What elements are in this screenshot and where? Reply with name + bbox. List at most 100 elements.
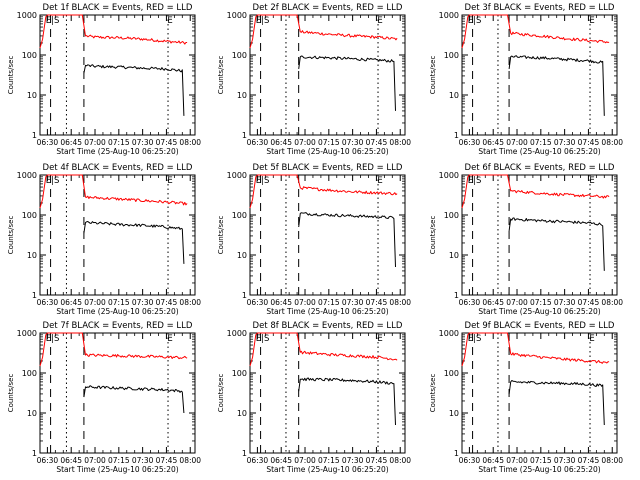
marker-label: E <box>167 16 172 26</box>
plot-frame <box>39 332 196 454</box>
panel-det-7: Det 7f BLACK = Events, RED = LLD Counts/s… <box>7 321 201 474</box>
y-tick-label: 1000 <box>227 171 247 180</box>
x-tick-label: 07:00 <box>506 298 528 307</box>
panel-title: Det 3f BLACK = Events, RED = LLD <box>465 3 615 13</box>
y-tick-label: 10 <box>449 251 459 260</box>
x-tick-label: 08:00 <box>179 138 201 147</box>
x-tick-label: 08:00 <box>601 456 623 465</box>
series-line-events <box>508 380 605 426</box>
x-tick-label: 06:30 <box>247 138 269 147</box>
y-tick-label: 1 <box>32 131 37 140</box>
marker-label: E <box>377 16 382 26</box>
x-tick-label: 07:45 <box>578 456 600 465</box>
series-line-lld <box>249 174 398 209</box>
y-tick-label: 1 <box>242 131 247 140</box>
series-line-events <box>298 55 396 111</box>
x-tick-label: 07:45 <box>578 298 600 307</box>
x-tick-label: 07:00 <box>294 456 316 465</box>
x-tick-label: 08:00 <box>601 138 623 147</box>
x-tick-label: 06:30 <box>37 456 59 465</box>
x-tick-label: 07:30 <box>132 138 154 147</box>
y-axis-label: Counts/sec <box>217 216 225 255</box>
y-tick-label: 100 <box>232 51 247 60</box>
x-tick-label: 07:45 <box>578 138 600 147</box>
plot-frame <box>249 332 406 454</box>
y-tick-label: 1000 <box>439 11 459 20</box>
y-tick-label: 1000 <box>439 329 459 338</box>
plot-frame <box>249 14 406 136</box>
y-tick-label: 100 <box>232 211 247 220</box>
panel-det-9: Det 9f BLACK = Events, RED = LLD Counts/s… <box>429 321 623 474</box>
x-tick-label: 07:00 <box>84 138 106 147</box>
x-axis-label: Start Time (25-Aug-10 06:25:20) <box>56 307 178 316</box>
marker-label: E|S <box>46 16 60 26</box>
y-tick-label: 1 <box>32 291 37 300</box>
y-tick-label: 10 <box>237 409 247 418</box>
x-tick-label: 06:30 <box>247 456 269 465</box>
y-axis-label: Counts/sec <box>7 374 15 413</box>
x-tick-label: 06:30 <box>459 298 481 307</box>
x-tick-label: 06:45 <box>60 138 82 147</box>
marker-label: E|S <box>468 176 482 186</box>
marker-label: E|S <box>256 16 270 26</box>
x-tick-label: 06:30 <box>459 456 481 465</box>
marker-label: E <box>589 334 594 344</box>
panel-det-4: Det 4f BLACK = Events, RED = LLD Counts/s… <box>7 163 201 316</box>
x-tick-label: 07:30 <box>554 456 576 465</box>
panel-title: Det 1f BLACK = Events, RED = LLD <box>43 3 193 13</box>
y-tick-label: 10 <box>237 91 247 100</box>
x-tick-label: 08:00 <box>179 456 201 465</box>
y-axis-label: Counts/sec <box>429 56 437 95</box>
marker-label: E|S <box>468 334 482 344</box>
y-tick-label: 1 <box>454 449 459 458</box>
x-axis-label: Start Time (25-Aug-10 06:25:20) <box>56 465 178 474</box>
y-tick-label: 100 <box>22 211 37 220</box>
series-line-lld <box>461 332 610 367</box>
y-axis-label: Counts/sec <box>217 374 225 413</box>
x-tick-label: 06:45 <box>60 298 82 307</box>
x-tick-label: 07:30 <box>132 298 154 307</box>
y-tick-label: 100 <box>444 369 459 378</box>
plot-frame <box>461 332 618 454</box>
x-tick-label: 07:30 <box>342 456 364 465</box>
marker-label: E <box>167 176 172 186</box>
marker-label: E <box>589 16 594 26</box>
panel-title: Det 8f BLACK = Events, RED = LLD <box>253 321 403 331</box>
panel-det-1: Det 1f BLACK = Events, RED = LLD Counts/s… <box>7 3 201 156</box>
x-tick-label: 07:15 <box>108 138 130 147</box>
x-tick-label: 07:00 <box>84 456 106 465</box>
x-tick-label: 07:15 <box>318 298 340 307</box>
series-line-lld <box>461 14 610 49</box>
panel-title: Det 9f BLACK = Events, RED = LLD <box>465 321 615 331</box>
y-axis-label: Counts/sec <box>429 216 437 255</box>
panel-det-5: Det 5f BLACK = Events, RED = LLD Counts/s… <box>217 163 411 316</box>
y-tick-label: 1 <box>454 131 459 140</box>
y-tick-label: 100 <box>444 211 459 220</box>
series-line-lld <box>461 174 610 209</box>
y-tick-label: 100 <box>22 51 37 60</box>
x-tick-label: 07:15 <box>530 456 552 465</box>
panel-det-8: Det 8f BLACK = Events, RED = LLD Counts/s… <box>217 321 411 474</box>
y-tick-label: 100 <box>22 369 37 378</box>
marker-label: E|S <box>256 176 270 186</box>
marker-label: E <box>167 334 172 344</box>
plot-frame <box>39 174 196 296</box>
series-line-events <box>508 217 605 271</box>
x-tick-label: 07:45 <box>156 298 178 307</box>
series-line-events <box>83 385 185 414</box>
x-tick-label: 07:45 <box>156 456 178 465</box>
x-tick-label: 07:30 <box>342 298 364 307</box>
series-line-events <box>298 212 396 268</box>
series-line-events <box>83 221 185 264</box>
x-tick-label: 06:45 <box>270 456 292 465</box>
x-tick-label: 07:45 <box>366 298 388 307</box>
x-tick-label: 07:30 <box>554 138 576 147</box>
x-tick-label: 07:30 <box>132 456 154 465</box>
series-line-events <box>298 377 396 426</box>
x-tick-label: 07:00 <box>294 298 316 307</box>
x-tick-label: 08:00 <box>601 298 623 307</box>
x-axis-label: Start Time (25-Aug-10 06:25:20) <box>478 147 600 156</box>
panel-det-6: Det 6f BLACK = Events, RED = LLD Counts/s… <box>429 163 623 316</box>
x-tick-label: 08:00 <box>389 456 411 465</box>
x-axis-label: Start Time (25-Aug-10 06:25:20) <box>266 307 388 316</box>
